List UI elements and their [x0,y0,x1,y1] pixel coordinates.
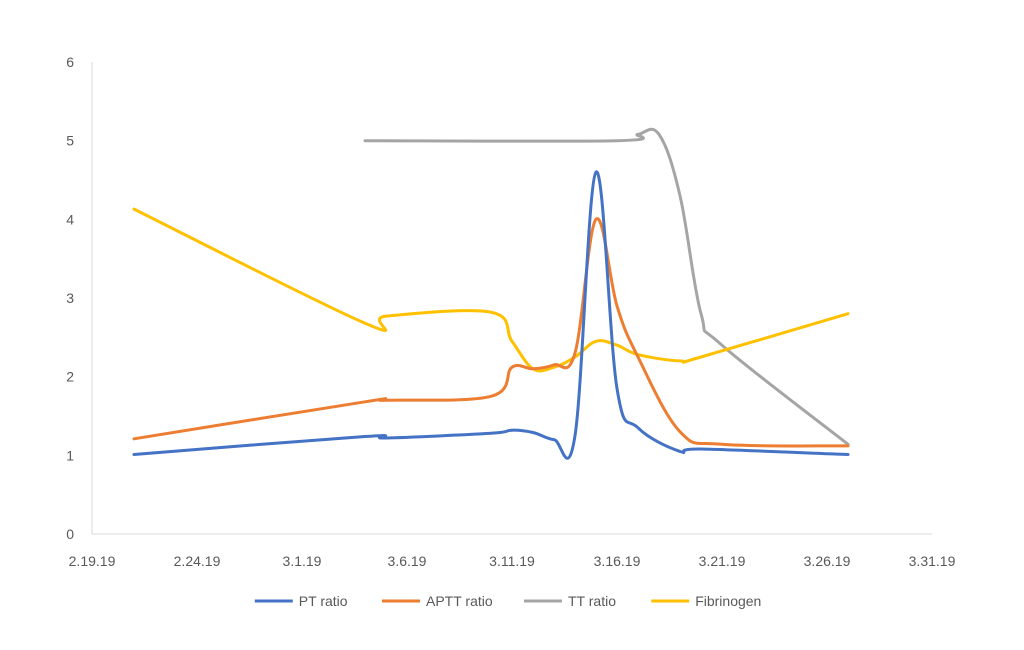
y-tick-label: 0 [66,526,74,542]
legend-label: TT ratio [568,593,616,609]
x-tick-label: 3.31.19 [909,553,956,569]
series-line-tt-ratio [363,127,850,446]
series-line-fibrinogen [132,207,850,373]
legend: PT ratio APTT ratio TT ratio Fibrinogen [254,593,761,609]
series-line-pt-ratio [132,170,850,460]
legend-label: Fibrinogen [695,593,761,609]
x-tick-label: 3.1.19 [283,553,322,569]
y-tick-label: 6 [66,54,74,70]
x-tick-label: 3.16.19 [594,553,641,569]
series-layer [132,127,850,460]
axes: 0 1 2 3 4 5 6 2.19.19 2.24.19 3.1.19 3.6.19 3.11.19… [66,54,955,569]
legend-item-aptt-ratio: APTT ratio [382,593,493,609]
y-tick-label: 1 [66,447,74,463]
y-tick-label: 5 [66,133,74,149]
y-tick-label: 4 [66,211,74,227]
x-tick-label: 3.21.19 [699,553,746,569]
legend-item-pt-ratio: PT ratio [254,593,348,609]
y-tick-label: 2 [66,369,74,385]
x-tick-label: 2.19.19 [69,553,116,569]
x-tick-label: 3.26.19 [804,553,851,569]
x-tick-label: 3.11.19 [489,553,535,569]
legend-label: PT ratio [299,593,348,609]
x-tick-label: 2.24.19 [174,553,221,569]
legend-item-fibrinogen: Fibrinogen [651,593,761,609]
legend-item-tt-ratio: TT ratio [524,593,616,609]
series-line-aptt-ratio [132,217,850,448]
y-tick-label: 3 [66,290,74,306]
legend-label: APTT ratio [426,593,493,609]
x-tick-label: 3.6.19 [388,553,427,569]
